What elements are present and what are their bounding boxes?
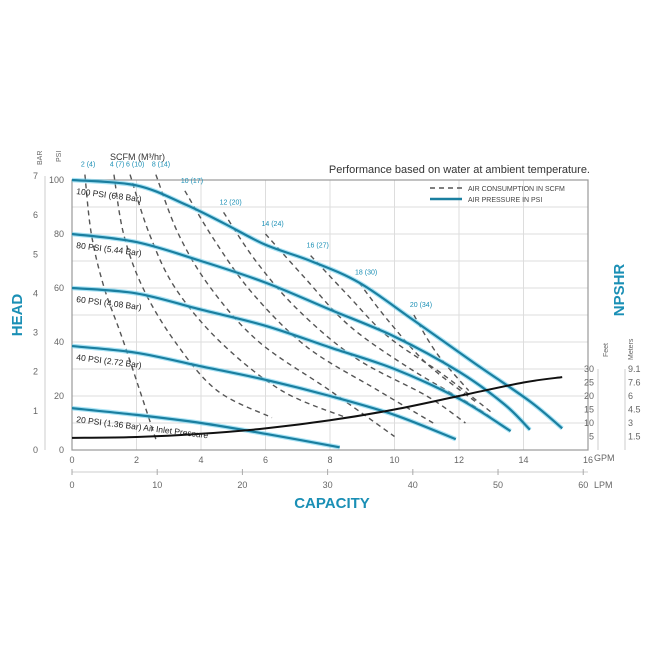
y-tick-psi: 20 (54, 391, 64, 401)
scfm-line (129, 174, 347, 419)
scfm-line (113, 174, 273, 419)
x-tick-lpm: 50 (493, 480, 503, 490)
pressure-line (71, 232, 531, 431)
y-label-head: HEAD (9, 294, 26, 337)
pressure-label: 100 PSI (6.8 Bar) (76, 186, 143, 204)
scfm-label: 12 (20) (220, 199, 242, 206)
plot-frame (71, 179, 589, 451)
npshr-tick-feet: 20 (584, 391, 594, 401)
npshr-tick-meters: 1.5 (628, 432, 641, 442)
y-tick-bar: 6 (33, 210, 38, 220)
x-unit-gpm: GPM (594, 453, 615, 463)
x-tick-lpm: 0 (69, 480, 74, 490)
scfm-label: 8 (14) (152, 162, 170, 169)
scfm-label: 4 (7) (110, 162, 124, 169)
scfm-line (264, 233, 499, 424)
y-label-npshr: NPSHR (611, 264, 628, 317)
x-tick-lpm: 20 (237, 480, 247, 490)
npshr-tick-meters: 4.5 (628, 405, 641, 415)
scfm-label: 16 (27) (307, 243, 329, 250)
x-label-capacity: CAPACITY (294, 495, 370, 512)
pressure-lines (71, 177, 564, 450)
legend-psi: AIR PRESSURE IN PSI (468, 197, 542, 204)
x-tick-lpm: 40 (408, 480, 418, 490)
x-unit-lpm: LPM (594, 480, 613, 490)
x-tick-lpm: 30 (323, 480, 333, 490)
npshr-tick-meters: 6 (628, 391, 633, 401)
scfm-line (310, 255, 492, 413)
pressure-line (71, 178, 563, 430)
labels: 0 2 4 6 8 10 12 14 160 10 20 30 40 50 6002040608010001… (33, 162, 641, 490)
x-tick-gpm: 8 (327, 455, 332, 465)
npshr-tick-feet: 5 (589, 432, 594, 442)
x-tick-lpm: 10 (152, 480, 162, 490)
pressure-line (71, 407, 340, 449)
legend-scfm: AIR CONSUMPTION IN SCFM (468, 186, 565, 193)
scfm-line (155, 174, 395, 438)
pressure-label: 40 PSI (2.72 Bar) (76, 352, 143, 370)
x-tick-gpm: 10 (389, 455, 399, 465)
scfm-label: 14 (24) (262, 221, 284, 228)
npshr-line (71, 376, 563, 439)
y-tick-bar: 7 (33, 171, 38, 181)
y-tick-bar: 1 (33, 406, 38, 416)
npshr-tick-feet: 10 (584, 418, 594, 428)
y-tick-psi: 80 (54, 229, 64, 239)
pressure-label: 60 PSI (4.08 Bar) (76, 294, 143, 312)
grid (44, 175, 626, 475)
scfm-label: 6 (10) (126, 162, 144, 169)
y-tick-bar: 3 (33, 328, 38, 338)
scfm-label: 20 (34) (410, 302, 432, 309)
y-tick-bar: 4 (33, 288, 38, 298)
x-tick-gpm: 16 (583, 455, 593, 465)
scfm-label: 2 (4) (81, 162, 95, 169)
npshr-unit-meters: Meters (628, 338, 635, 360)
npshr-curve (71, 376, 563, 439)
y-tick-psi: 100 (49, 175, 64, 185)
x-tick-gpm: 12 (454, 455, 464, 465)
pressure-line (71, 344, 457, 441)
x-tick-lpm: 60 (578, 480, 588, 490)
y-tick-bar: 2 (33, 367, 38, 377)
note: Performance based on water at ambient te… (329, 164, 590, 176)
scfm-line (222, 212, 466, 424)
x-tick-gpm: 14 (518, 455, 528, 465)
scfm-label: 10 (17) (181, 178, 203, 185)
x-tick-gpm: 2 (134, 455, 139, 465)
npshr-tick-feet: 30 (584, 364, 594, 374)
npshr-tick-meters: 9.1 (628, 364, 641, 374)
legend: AIR CONSUMPTION IN SCFM AIR PRESSURE IN … (430, 186, 565, 204)
npshr-tick-feet: 15 (584, 405, 594, 415)
scfm-lines (84, 174, 499, 440)
x-tick-gpm: 6 (263, 455, 268, 465)
y-unit-psi: PSI (56, 151, 63, 162)
y-tick-psi: 60 (54, 283, 64, 293)
y-tick-bar: 5 (33, 249, 38, 259)
pressure-line (71, 286, 512, 433)
y-tick-bar: 0 (33, 445, 38, 455)
x-tick-gpm: 0 (69, 455, 74, 465)
scfm-header: SCFM (M³/hr) (110, 152, 165, 162)
x-tick-gpm: 4 (198, 455, 203, 465)
scfm-line (184, 190, 434, 424)
y-unit-bar: BAR (37, 151, 44, 165)
y-tick-psi: 0 (59, 445, 64, 455)
npshr-tick-meters: 7.6 (628, 378, 641, 388)
npshr-unit-feet: Feet (603, 343, 610, 357)
scfm-label: 18 (30) (355, 270, 377, 277)
npshr-tick-feet: 25 (584, 378, 594, 388)
npshr-tick-meters: 3 (628, 418, 633, 428)
y-tick-psi: 40 (54, 337, 64, 347)
